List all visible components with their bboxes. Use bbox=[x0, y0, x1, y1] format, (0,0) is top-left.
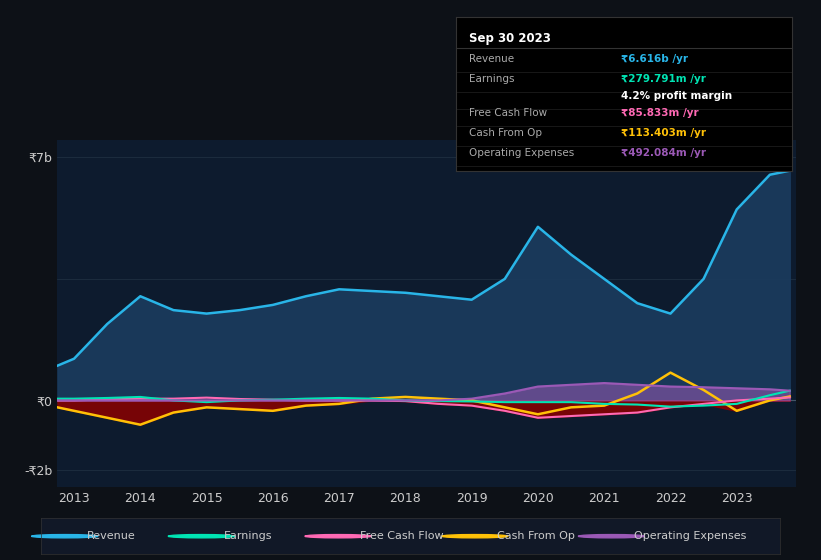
Text: Free Cash Flow: Free Cash Flow bbox=[360, 531, 444, 541]
Text: Cash From Op: Cash From Op bbox=[497, 531, 575, 541]
Text: Revenue: Revenue bbox=[87, 531, 135, 541]
Circle shape bbox=[578, 535, 644, 538]
Text: ₹85.833m /yr: ₹85.833m /yr bbox=[621, 108, 698, 118]
Circle shape bbox=[31, 535, 98, 538]
Text: Free Cash Flow: Free Cash Flow bbox=[469, 108, 548, 118]
Text: Sep 30 2023: Sep 30 2023 bbox=[469, 32, 551, 45]
Text: 4.2% profit margin: 4.2% profit margin bbox=[621, 91, 732, 101]
Text: Revenue: Revenue bbox=[469, 54, 514, 64]
Circle shape bbox=[305, 535, 371, 538]
Text: Earnings: Earnings bbox=[469, 74, 515, 84]
Text: Earnings: Earnings bbox=[223, 531, 272, 541]
Text: ₹6.616b /yr: ₹6.616b /yr bbox=[621, 54, 688, 64]
Text: ₹279.791m /yr: ₹279.791m /yr bbox=[621, 74, 705, 84]
Circle shape bbox=[442, 535, 508, 538]
Text: Cash From Op: Cash From Op bbox=[469, 128, 542, 138]
Text: ₹113.403m /yr: ₹113.403m /yr bbox=[621, 128, 705, 138]
Text: Operating Expenses: Operating Expenses bbox=[469, 148, 575, 158]
Circle shape bbox=[168, 535, 235, 538]
Text: Operating Expenses: Operating Expenses bbox=[634, 531, 746, 541]
Text: ₹492.084m /yr: ₹492.084m /yr bbox=[621, 148, 705, 158]
